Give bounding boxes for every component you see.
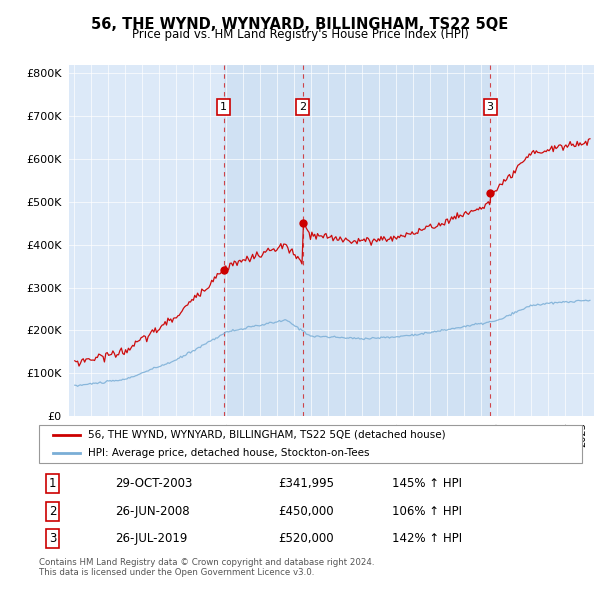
- Text: Price paid vs. HM Land Registry's House Price Index (HPI): Price paid vs. HM Land Registry's House …: [131, 28, 469, 41]
- Text: 29-OCT-2003: 29-OCT-2003: [115, 477, 193, 490]
- Text: £341,995: £341,995: [278, 477, 334, 490]
- Text: 1: 1: [220, 102, 227, 112]
- Text: 26-JUN-2008: 26-JUN-2008: [115, 504, 190, 517]
- Text: 1: 1: [49, 477, 56, 490]
- Text: 145% ↑ HPI: 145% ↑ HPI: [392, 477, 462, 490]
- Text: £520,000: £520,000: [278, 532, 334, 545]
- FancyBboxPatch shape: [39, 425, 582, 463]
- Text: 3: 3: [49, 532, 56, 545]
- Text: 142% ↑ HPI: 142% ↑ HPI: [392, 532, 462, 545]
- Bar: [224, 65, 302, 416]
- Text: 106% ↑ HPI: 106% ↑ HPI: [392, 504, 462, 517]
- Text: 2: 2: [49, 504, 56, 517]
- Text: 56, THE WYND, WYNYARD, BILLINGHAM, TS22 5QE: 56, THE WYND, WYNYARD, BILLINGHAM, TS22 …: [91, 17, 509, 31]
- Text: 2: 2: [299, 102, 306, 112]
- Text: Contains HM Land Registry data © Crown copyright and database right 2024.
This d: Contains HM Land Registry data © Crown c…: [39, 558, 374, 577]
- Text: 3: 3: [487, 102, 494, 112]
- Text: HPI: Average price, detached house, Stockton-on-Tees: HPI: Average price, detached house, Stoc…: [88, 448, 370, 458]
- Bar: [302, 65, 490, 416]
- Text: £450,000: £450,000: [278, 504, 334, 517]
- Text: 26-JUL-2019: 26-JUL-2019: [115, 532, 187, 545]
- Text: 56, THE WYND, WYNYARD, BILLINGHAM, TS22 5QE (detached house): 56, THE WYND, WYNYARD, BILLINGHAM, TS22 …: [88, 430, 445, 440]
